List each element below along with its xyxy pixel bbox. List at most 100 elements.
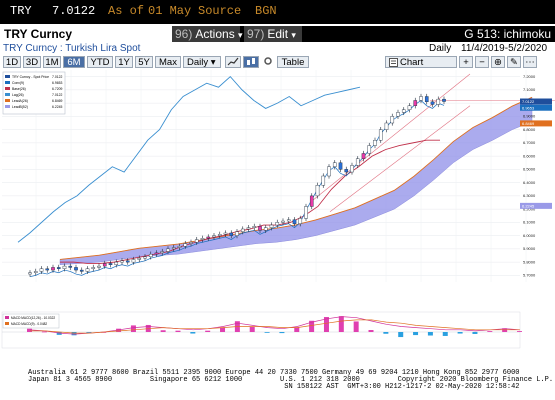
more-options-icon[interactable]: ⋯ bbox=[523, 56, 537, 68]
candle-body bbox=[390, 116, 395, 124]
candle-body bbox=[355, 158, 360, 166]
frequency-label: Daily bbox=[429, 43, 452, 54]
macd-histogram-bar bbox=[71, 332, 77, 336]
crosshair-icon[interactable]: ⊕ bbox=[491, 56, 505, 68]
candle-body bbox=[102, 263, 107, 267]
candle-body bbox=[315, 185, 320, 197]
period-button-1y[interactable]: 1Y bbox=[115, 56, 133, 68]
legend-name: LeadB(52) bbox=[12, 105, 28, 109]
candle-body bbox=[309, 195, 314, 207]
candle-body bbox=[430, 101, 435, 105]
candle-body bbox=[79, 269, 84, 272]
macd-histogram-bar bbox=[264, 332, 270, 333]
candle-body bbox=[85, 268, 90, 272]
legend-value: 6.8469 bbox=[52, 99, 62, 103]
chart-content-icon bbox=[389, 58, 398, 71]
actions-menu[interactable]: 96) Actions ▾ bbox=[172, 26, 243, 42]
action-bar: TRY Curncy 96) Actions ▾ 97) Edit ▾ G 513:… bbox=[0, 26, 555, 42]
period-button-3d[interactable]: 3D bbox=[23, 56, 41, 68]
candlesticks bbox=[28, 93, 446, 277]
last-price: 7.0122 bbox=[52, 4, 96, 18]
period-button-6m[interactable]: 6M bbox=[63, 56, 85, 68]
macd-histogram-bar bbox=[130, 325, 136, 332]
chart-content-button[interactable]: Chart Content bbox=[385, 56, 457, 80]
chart-legend: TRY Curncy - Spot Price 7.0122 Conv(9) 6… bbox=[2, 71, 66, 115]
macd-legend: MACD MACD(12,26) - 10.0322 MACD MACD(9) … bbox=[2, 313, 60, 329]
edit-label: Edit bbox=[267, 27, 289, 41]
macd-histogram-bar bbox=[86, 332, 92, 333]
frequency-select[interactable]: Daily ▾ bbox=[183, 56, 221, 68]
candle-body bbox=[143, 256, 147, 259]
legend-swatch bbox=[5, 81, 10, 84]
candle-body bbox=[378, 129, 383, 141]
ichimoku-chart[interactable]: 7.20007.10007.00006.90006.80006.70006.60… bbox=[0, 70, 555, 363]
legend-swatch bbox=[5, 316, 9, 319]
macd-frame bbox=[1, 311, 521, 349]
candle-body bbox=[229, 232, 234, 236]
as-of-date: 01 May bbox=[148, 4, 192, 18]
zoom-out-icon[interactable]: − bbox=[475, 56, 489, 68]
line-chart-icon[interactable] bbox=[225, 56, 241, 68]
candle-body bbox=[332, 162, 337, 167]
table-button[interactable]: Table bbox=[277, 56, 309, 68]
period-button-max[interactable]: Max bbox=[155, 56, 181, 68]
lag-line bbox=[17, 75, 361, 243]
candle-body bbox=[350, 165, 354, 173]
price-axis-label: 6.4000 bbox=[523, 180, 536, 185]
macd-histogram-bar bbox=[116, 328, 122, 332]
annotate-icon[interactable]: ✎ bbox=[507, 56, 521, 68]
candle-body bbox=[33, 271, 38, 273]
candle-body bbox=[189, 242, 193, 244]
macd-histogram-bar bbox=[309, 320, 315, 332]
price-tag-label: 7.0122 bbox=[522, 99, 535, 104]
actions-number: 96) bbox=[175, 27, 193, 41]
settings-icon[interactable] bbox=[261, 56, 275, 68]
price-tag-label: 6.8469 bbox=[522, 121, 535, 126]
candle-body bbox=[114, 261, 119, 265]
candle-body bbox=[419, 96, 423, 101]
footer-line: SN 158122 AST GMT+3:00 H212-1217-2 02-Ma… bbox=[28, 383, 520, 391]
legend-value: 7.0122 bbox=[52, 75, 62, 79]
macd-histogram-bar bbox=[427, 332, 433, 336]
macd-panel bbox=[1, 311, 522, 349]
edit-menu[interactable]: 97) Edit ▾ bbox=[244, 26, 302, 42]
candle-body bbox=[177, 246, 182, 248]
candle-body bbox=[51, 267, 55, 271]
price-axis-label: 5.8000 bbox=[523, 259, 536, 264]
trend-line-lower bbox=[329, 105, 471, 213]
macd-histogram-bar bbox=[279, 332, 285, 334]
macd-histogram-bar bbox=[294, 327, 300, 332]
candle-body bbox=[298, 218, 303, 224]
security-header: TRY 7.0122 As of 01 May Source BGN bbox=[0, 0, 555, 24]
candle-body bbox=[223, 232, 228, 235]
macd-histogram-bar bbox=[398, 332, 404, 338]
period-button-1m[interactable]: 1M bbox=[43, 56, 61, 68]
price-axis-label: 6.8000 bbox=[523, 127, 536, 132]
security-input[interactable]: TRY Curncy bbox=[0, 26, 172, 42]
period-button-5y[interactable]: 5Y bbox=[135, 56, 153, 68]
macd-histogram-bar bbox=[487, 331, 493, 332]
chevron-down-icon: ▾ bbox=[291, 30, 296, 40]
period-button-ytd[interactable]: YTD bbox=[87, 56, 113, 68]
macd-histogram-bar bbox=[27, 328, 32, 332]
chevron-down-icon: ▾ bbox=[208, 57, 216, 68]
price-tag-label: 6.2245 bbox=[522, 203, 535, 208]
price-axis-label: 7.1000 bbox=[523, 87, 536, 92]
zoom-in-icon[interactable]: + bbox=[459, 56, 473, 68]
price-axis-label: 6.7000 bbox=[523, 140, 536, 145]
candle-body bbox=[62, 265, 67, 269]
price-axis-label: 6.9000 bbox=[523, 114, 536, 119]
candle-chart-icon[interactable] bbox=[243, 56, 259, 68]
trend-line-upper bbox=[309, 73, 471, 203]
macd-legend-label: MACD MACD(9) - 0.0482 bbox=[11, 322, 47, 326]
candle-body bbox=[396, 112, 400, 117]
candle-body bbox=[240, 228, 245, 232]
candle-body bbox=[97, 265, 101, 268]
footer-line: Australia 61 2 9777 8600 Brazil 5511 239… bbox=[28, 369, 520, 377]
candle-body bbox=[327, 166, 331, 177]
period-button-1d[interactable]: 1D bbox=[3, 56, 21, 68]
edit-number: 97) bbox=[247, 27, 265, 41]
candle-body bbox=[74, 267, 78, 271]
candle-body bbox=[56, 267, 61, 269]
price-axis-label: 5.7000 bbox=[523, 273, 536, 278]
